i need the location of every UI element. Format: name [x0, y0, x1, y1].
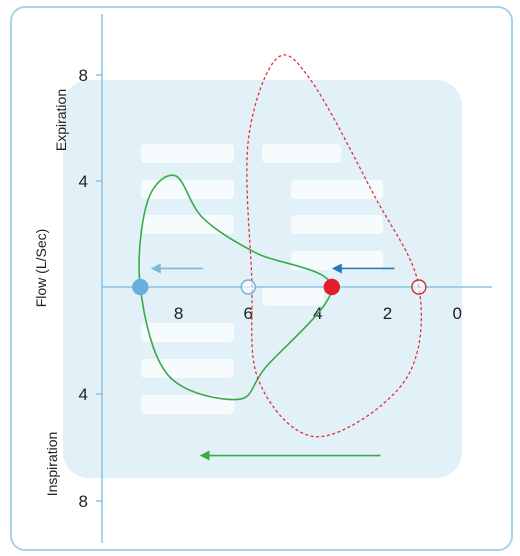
arrow-layer — [150, 263, 395, 461]
open-point-marker — [240, 279, 256, 295]
placeholder-bar — [291, 251, 383, 270]
y-axis-label: Flow (L/Sec) — [33, 229, 49, 308]
marker-layer — [132, 278, 427, 296]
placeholder-bar — [291, 215, 383, 234]
filled-point-marker — [132, 278, 149, 296]
open-point-marker — [411, 279, 427, 295]
x-tick-label: 2 — [383, 304, 392, 323]
inspiration-label: Inspiration — [44, 432, 60, 497]
y-tick-label: 8 — [79, 492, 88, 511]
x-tick-label: 6 — [244, 304, 253, 323]
x-tick-label: 0 — [452, 304, 461, 323]
background-panel — [63, 80, 462, 478]
direction-arrow — [331, 263, 395, 274]
placeholder-bar — [141, 215, 234, 234]
placeholder-bar — [141, 180, 234, 199]
axis-ticks — [96, 74, 102, 502]
x-tick-label: 8 — [174, 304, 183, 323]
filled-point-marker — [323, 278, 341, 296]
placeholder-bar — [141, 395, 234, 414]
direction-arrow — [150, 263, 203, 274]
placeholder-bar — [141, 323, 234, 342]
placeholder-bar — [262, 144, 341, 163]
placeholder-bar — [262, 287, 324, 306]
y-tick-label: 4 — [79, 172, 88, 191]
expiration-label: Expiration — [53, 89, 69, 151]
placeholder-bar — [141, 144, 234, 163]
direction-arrow — [199, 450, 381, 461]
series-layer — [138, 54, 423, 438]
solid-loop-series — [138, 174, 333, 401]
placeholder-bar — [291, 180, 383, 199]
placeholder-bars — [141, 144, 383, 414]
placeholder-bar — [141, 359, 234, 378]
y-tick-label: 4 — [79, 385, 88, 404]
y-tick-label: 8 — [79, 66, 88, 85]
dashed-loop-series — [246, 54, 423, 438]
